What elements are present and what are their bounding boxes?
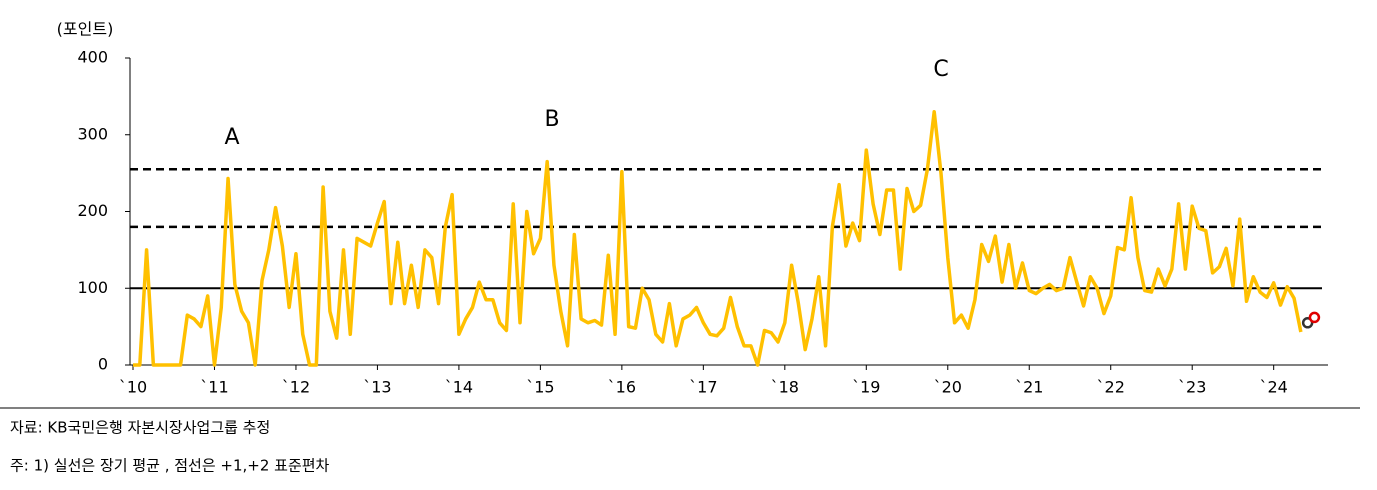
x-tick-label: `13 [363,378,391,397]
y-axis-label: (포인트) [57,20,114,39]
y-tick-label: 300 [77,124,108,143]
x-tick-label: `17 [689,378,717,397]
point [1308,311,1321,324]
x-tick-label: `18 [771,378,799,397]
annotation: C [933,57,948,82]
y-tick-label: 400 [77,48,108,67]
x-tick-label: `19 [852,378,880,397]
source: 자료: KB국민은행 자본시장사업그룹 추정 [10,419,270,437]
y-tick-label: 200 [77,201,108,220]
x-tick-label: `12 [282,378,310,397]
x-tick-label: `11 [200,378,228,397]
x-tick-label: `22 [1097,378,1125,397]
x-tick-label: `20 [934,378,962,397]
x-tick-label: `21 [1015,378,1043,397]
x-tick-label: `24 [1260,378,1288,397]
x-tick-label: `23 [1178,378,1206,397]
y-tick-label: 100 [77,278,108,297]
data-line [133,109,1303,367]
note: 주: 1) 실선은 장기 평균 , 점선은 +1,+2 표준편차 [10,457,330,475]
annotation: A [224,125,239,150]
annotation: B [544,107,559,132]
x-tick-label: `16 [608,378,636,397]
x-tick-label: `10 [119,378,147,397]
y-tick-label: 0 [98,355,108,374]
x-tick-label: `14 [445,378,473,397]
x-tick-label: `15 [526,378,554,397]
